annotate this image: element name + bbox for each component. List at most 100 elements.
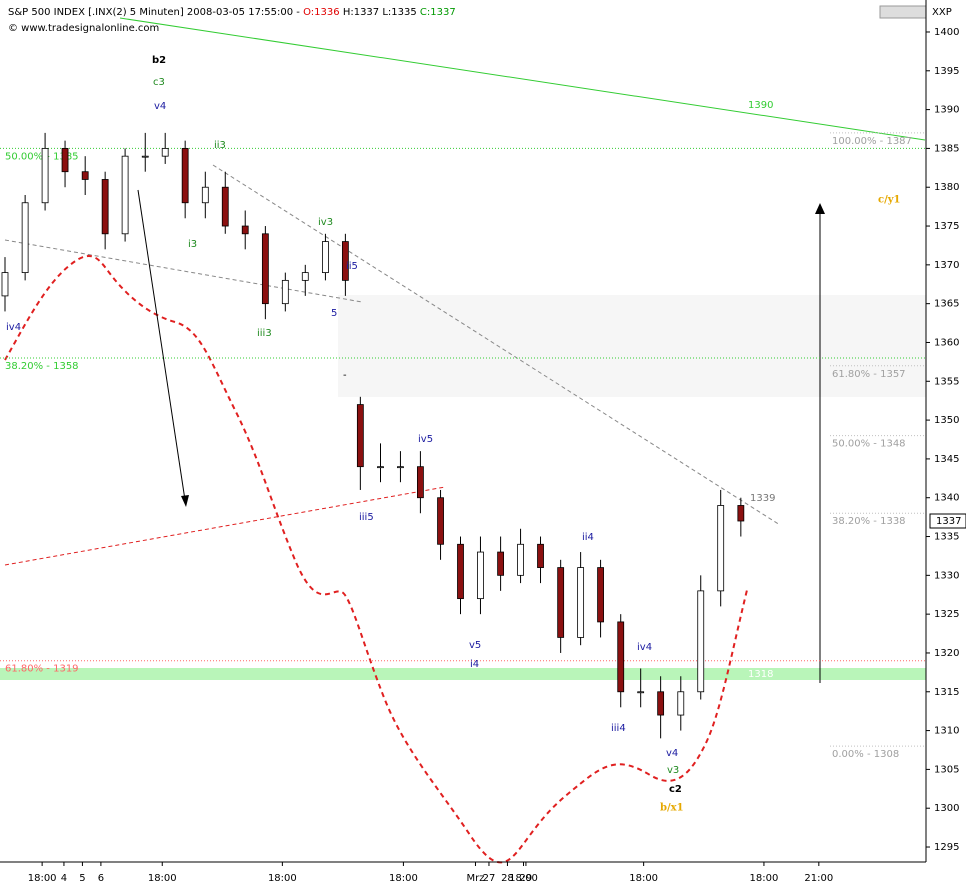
- candle-body: [617, 621, 625, 693]
- annotations: b2 c3 v4 ii3 i3 iv3 ii5 5 iii3 iv4 iv5 i…: [6, 55, 901, 814]
- wave-label: i3: [188, 239, 197, 250]
- x-tick-label: 18:00: [389, 873, 418, 884]
- price-label: 1339: [750, 493, 775, 504]
- x-tick-label: 21:00: [804, 873, 833, 884]
- arrow-head: [181, 495, 189, 507]
- fib-label: 50.00% - 1348: [832, 439, 906, 450]
- x-tick-label: 6: [98, 873, 104, 884]
- x-tick-label: 18:00: [268, 873, 297, 884]
- y-tick-label: 1350: [934, 415, 959, 426]
- wave-label: ii3: [214, 140, 226, 151]
- candle-body: [677, 691, 685, 716]
- y-tick-label: 1335: [934, 532, 959, 543]
- candle-body: [657, 691, 665, 716]
- wave-label: c3: [153, 77, 165, 88]
- fib-label: 100.00% - 1387: [832, 136, 912, 147]
- candle-body: [1, 272, 9, 297]
- wave-label: i4: [470, 659, 479, 670]
- x-tick-label: 29: [520, 873, 533, 884]
- candle-body: [397, 466, 404, 469]
- candle-body: [537, 543, 544, 568]
- candle-body: [221, 186, 229, 227]
- toolbar-icons: [879, 5, 927, 19]
- header: S&P 500 INDEX [.INX(2) 5 Minuten] 2008-0…: [8, 5, 952, 34]
- fib-label: 0.00% - 1308: [832, 749, 899, 760]
- candle-body: [181, 148, 189, 204]
- header-title: S&P 500 INDEX [.INX(2) 5 Minuten] 2008-0…: [8, 7, 456, 18]
- y-tick-label: 1330: [934, 570, 959, 581]
- wave-label: ii4: [582, 532, 594, 543]
- title: S&P 500 INDEX [.INX(2) 5 Minuten] 2008-0…: [8, 7, 300, 18]
- candle-body: [21, 202, 29, 274]
- x-tick-label: 28: [501, 873, 514, 884]
- x-tick-label: 18:00: [148, 873, 177, 884]
- candle-body: [101, 179, 109, 235]
- wave-label: c/y1: [878, 195, 901, 206]
- candle-body: [457, 543, 464, 600]
- y-tick-label: 1365: [934, 299, 959, 310]
- axes: 1295 1300 1305 1310 1315 1320 1325 1330 1335 1340…: [28, 27, 966, 884]
- wave-label: 5: [331, 308, 337, 319]
- y-tick-label: 1310: [934, 726, 959, 737]
- y-tick-label: 1300: [934, 803, 959, 814]
- y-tick-label: 1325: [934, 609, 959, 620]
- y-tick-label: 1340: [934, 493, 959, 504]
- candle-body: [517, 543, 524, 576]
- x-tick-label: 18:00: [509, 873, 538, 884]
- y-tick-label: 1400: [934, 27, 959, 38]
- y-tick-label: 1355: [934, 376, 959, 387]
- fib-label: 61.80% - 1319: [5, 664, 79, 675]
- y-tick-label: 1390: [934, 105, 959, 116]
- candle-body: [577, 567, 585, 638]
- wave-label: iv3: [318, 217, 333, 228]
- candle-body: [201, 186, 209, 204]
- candle-body: [61, 148, 69, 173]
- candle-body: [557, 567, 565, 638]
- axis-label: XXP: [932, 7, 952, 18]
- candle-body: [597, 567, 604, 623]
- y-tick-label: 1370: [934, 260, 959, 271]
- zone: [338, 295, 926, 397]
- wave-label: b2: [152, 55, 166, 66]
- candle-body: [241, 225, 249, 235]
- wave-label: iv4: [6, 322, 21, 333]
- y-tick-label: 1305: [934, 764, 959, 775]
- wave-label: iii4: [611, 723, 626, 734]
- candle-body: [417, 466, 424, 499]
- fib-label: 38.20% - 1338: [832, 516, 906, 527]
- candle-body: [121, 155, 129, 235]
- y-tick-label: 1385: [934, 143, 959, 154]
- x-tick-label: 27: [483, 873, 496, 884]
- y-tick-label: 1315: [934, 687, 959, 698]
- wave-label: c2: [669, 784, 682, 795]
- x-tick-label: 18:00: [629, 873, 658, 884]
- y-tick-label: 1295: [934, 842, 959, 853]
- wave-label: v4: [154, 101, 166, 112]
- trend-line: [119, 17, 926, 141]
- y-tick-label: 1375: [934, 221, 959, 232]
- candle-body: [81, 171, 89, 180]
- band-curve: [4, 255, 748, 864]
- fib-label: 38.20% - 1358: [5, 361, 79, 372]
- candle-body: [477, 551, 484, 600]
- trend-line: [4, 239, 363, 303]
- wave-label: b/x1: [660, 803, 684, 814]
- y-tick-label: 1395: [934, 66, 959, 77]
- last-price-box: [929, 513, 966, 529]
- candle-body: [497, 551, 505, 576]
- candle-body: [697, 590, 705, 693]
- candle-body: [322, 241, 329, 274]
- candle-body: [737, 505, 745, 522]
- candle-body: [377, 466, 384, 469]
- wave-label: iv5: [418, 434, 433, 445]
- copyright: © www.tradesignalonline.com: [8, 23, 159, 34]
- wave-label: iii5: [359, 512, 374, 523]
- candle-body: [717, 505, 725, 592]
- x-tick-label: 18:00: [750, 873, 779, 884]
- wave-label: iv4: [637, 642, 652, 653]
- candles: [1, 132, 745, 739]
- y-tick-label: 1345: [934, 454, 959, 465]
- support-band: [0, 668, 926, 680]
